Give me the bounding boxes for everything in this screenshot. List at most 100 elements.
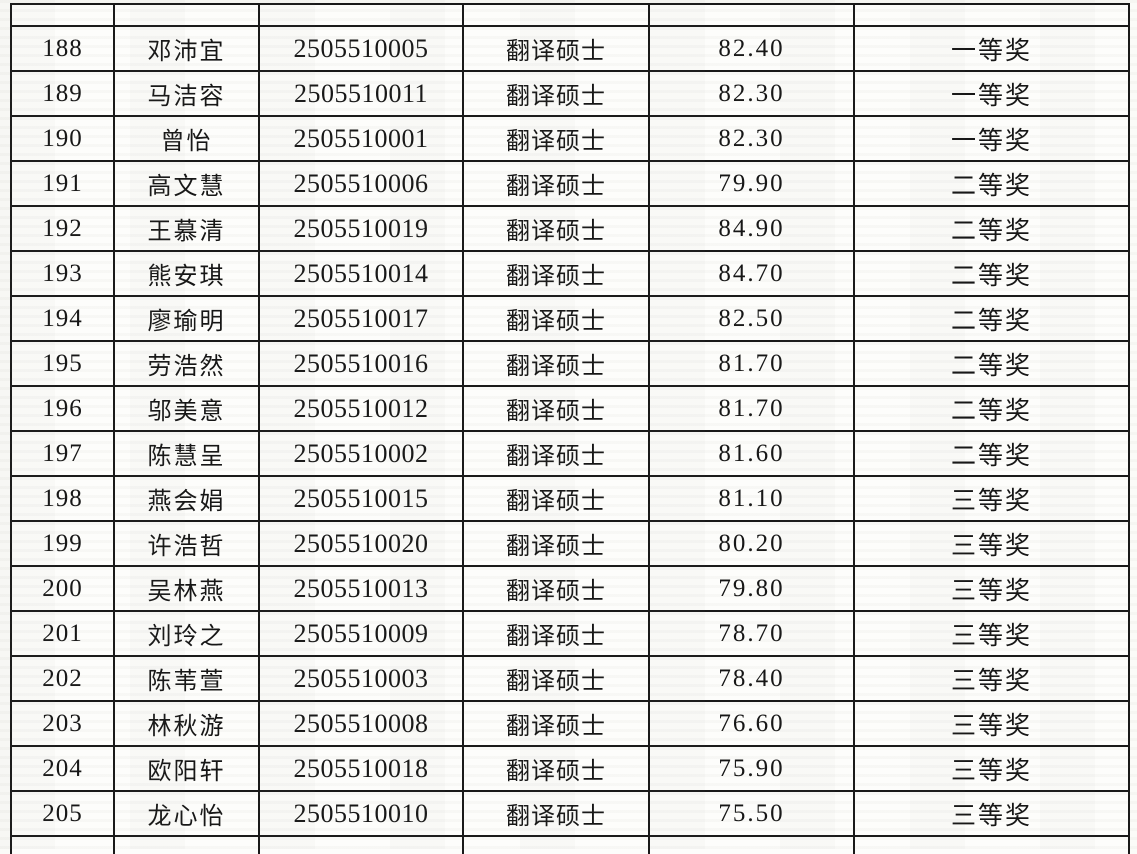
- cell-score: 82.50: [648, 295, 855, 342]
- cell-student-id: 2505510012: [258, 385, 464, 432]
- cell-student-id: 2505510002: [258, 430, 464, 477]
- cell-score: 81.70: [648, 385, 855, 432]
- table-row: 196 邬美意 2505510012 翻译硕士 81.70 二等奖: [10, 385, 1130, 432]
- cell-student-id: 2505510001: [258, 115, 464, 162]
- cell-serial-number: 197: [10, 430, 115, 477]
- table-row: 202 陈苇萱 2505510003 翻译硕士 78.40 三等奖: [10, 655, 1130, 702]
- cell-student-id: 2505510014: [258, 250, 464, 297]
- cell-student-id: 2505510010: [258, 790, 464, 837]
- cell-score: 82.30: [648, 115, 855, 162]
- cell-student-name: 林秋游: [113, 700, 260, 747]
- cell-student-id: 2505510018: [258, 745, 464, 792]
- cell-student-id: 2505510011: [258, 70, 464, 117]
- cell-score: 78.40: [648, 655, 855, 702]
- cell-serial-number: 198: [10, 475, 115, 522]
- cell-student-id: 2505510005: [258, 25, 464, 72]
- cell-score: 75.50: [648, 790, 855, 837]
- cell-score: 81.60: [648, 430, 855, 477]
- cell-student-name: 高文慧: [113, 160, 260, 207]
- cell-award-empty: [853, 835, 1130, 854]
- cell-major: 翻译硕士: [462, 565, 650, 612]
- table-row: 203 林秋游 2505510008 翻译硕士 76.60 三等奖: [10, 700, 1130, 747]
- cell-student-name: 刘玲之: [113, 610, 260, 657]
- table-row: 192 王慕清 2505510019 翻译硕士 84.90 二等奖: [10, 205, 1130, 252]
- cell-student-id: 2505510006: [258, 160, 464, 207]
- cell-award-level: 三等奖: [853, 565, 1130, 612]
- cell-award-level: 一等奖: [853, 115, 1130, 162]
- cell-major: 翻译硕士: [462, 295, 650, 342]
- table-row: 201 刘玲之 2505510009 翻译硕士 78.70 三等奖: [10, 610, 1130, 657]
- partial-row-top: [10, 3, 1130, 27]
- cell-student-id: 2505510008: [258, 700, 464, 747]
- cell-award-level: 二等奖: [853, 430, 1130, 477]
- award-score-table: 188 邓沛宜 2505510005 翻译硕士 82.40 一等奖 189 马洁…: [10, 3, 1130, 854]
- cell-score: 80.20: [648, 520, 855, 567]
- cell-student-name: 欧阳轩: [113, 745, 260, 792]
- cell-major: 翻译硕士: [462, 205, 650, 252]
- cell-student-name: 劳浩然: [113, 340, 260, 387]
- cell-major-empty: [462, 3, 650, 27]
- cell-score-empty: [648, 3, 855, 27]
- cell-serial-number: 196: [10, 385, 115, 432]
- cell-id-empty: [258, 835, 464, 854]
- cell-student-name: 马洁容: [113, 70, 260, 117]
- cell-serial-number: 189: [10, 70, 115, 117]
- cell-major: 翻译硕士: [462, 385, 650, 432]
- partial-row-bottom: [10, 835, 1130, 854]
- cell-score-empty: [648, 835, 855, 854]
- cell-serial-number: 195: [10, 340, 115, 387]
- cell-score: 84.70: [648, 250, 855, 297]
- table-row: 190 曾怡 2505510001 翻译硕士 82.30 一等奖: [10, 115, 1130, 162]
- cell-major: 翻译硕士: [462, 520, 650, 567]
- table-row: 188 邓沛宜 2505510005 翻译硕士 82.40 一等奖: [10, 25, 1130, 72]
- cell-score: 79.80: [648, 565, 855, 612]
- cell-student-name: 王慕清: [113, 205, 260, 252]
- cell-award-level: 二等奖: [853, 340, 1130, 387]
- table-row: 198 燕会娟 2505510015 翻译硕士 81.10 三等奖: [10, 475, 1130, 522]
- cell-student-name: 廖瑜明: [113, 295, 260, 342]
- cell-score: 75.90: [648, 745, 855, 792]
- cell-serial-number: 201: [10, 610, 115, 657]
- cell-major: 翻译硕士: [462, 340, 650, 387]
- cell-award-level: 三等奖: [853, 790, 1130, 837]
- cell-serial-number: 194: [10, 295, 115, 342]
- cell-award-level: 二等奖: [853, 295, 1130, 342]
- cell-award-level: 三等奖: [853, 655, 1130, 702]
- cell-award-level: 三等奖: [853, 700, 1130, 747]
- cell-major: 翻译硕士: [462, 790, 650, 837]
- cell-student-name: 许浩哲: [113, 520, 260, 567]
- cell-major: 翻译硕士: [462, 430, 650, 477]
- cell-major: 翻译硕士: [462, 700, 650, 747]
- cell-serial-number: 205: [10, 790, 115, 837]
- cell-award-level: 一等奖: [853, 25, 1130, 72]
- cell-major: 翻译硕士: [462, 250, 650, 297]
- cell-score: 84.90: [648, 205, 855, 252]
- cell-serial-number: 192: [10, 205, 115, 252]
- cell-student-name: 龙心怡: [113, 790, 260, 837]
- cell-student-id: 2505510003: [258, 655, 464, 702]
- cell-major-empty: [462, 835, 650, 854]
- cell-award-level: 二等奖: [853, 160, 1130, 207]
- table-row: 195 劳浩然 2505510016 翻译硕士 81.70 二等奖: [10, 340, 1130, 387]
- cell-student-name: 熊安琪: [113, 250, 260, 297]
- cell-serial-empty: [10, 3, 115, 27]
- cell-award-empty: [853, 3, 1130, 27]
- cell-student-name: 吴林燕: [113, 565, 260, 612]
- cell-score: 78.70: [648, 610, 855, 657]
- table-row: 194 廖瑜明 2505510017 翻译硕士 82.50 二等奖: [10, 295, 1130, 342]
- cell-student-name: 陈苇萱: [113, 655, 260, 702]
- table-row: 199 许浩哲 2505510020 翻译硕士 80.20 三等奖: [10, 520, 1130, 567]
- cell-name-empty: [113, 3, 260, 27]
- cell-student-name: 燕会娟: [113, 475, 260, 522]
- cell-major: 翻译硕士: [462, 25, 650, 72]
- cell-serial-number: 188: [10, 25, 115, 72]
- table-row: 191 高文慧 2505510006 翻译硕士 79.90 二等奖: [10, 160, 1130, 207]
- table-row: 189 马洁容 2505510011 翻译硕士 82.30 一等奖: [10, 70, 1130, 117]
- cell-student-name: 陈慧呈: [113, 430, 260, 477]
- cell-award-level: 二等奖: [853, 385, 1130, 432]
- cell-major: 翻译硕士: [462, 115, 650, 162]
- cell-student-id: 2505510019: [258, 205, 464, 252]
- cell-award-level: 一等奖: [853, 70, 1130, 117]
- cell-score: 82.30: [648, 70, 855, 117]
- cell-student-name: 邬美意: [113, 385, 260, 432]
